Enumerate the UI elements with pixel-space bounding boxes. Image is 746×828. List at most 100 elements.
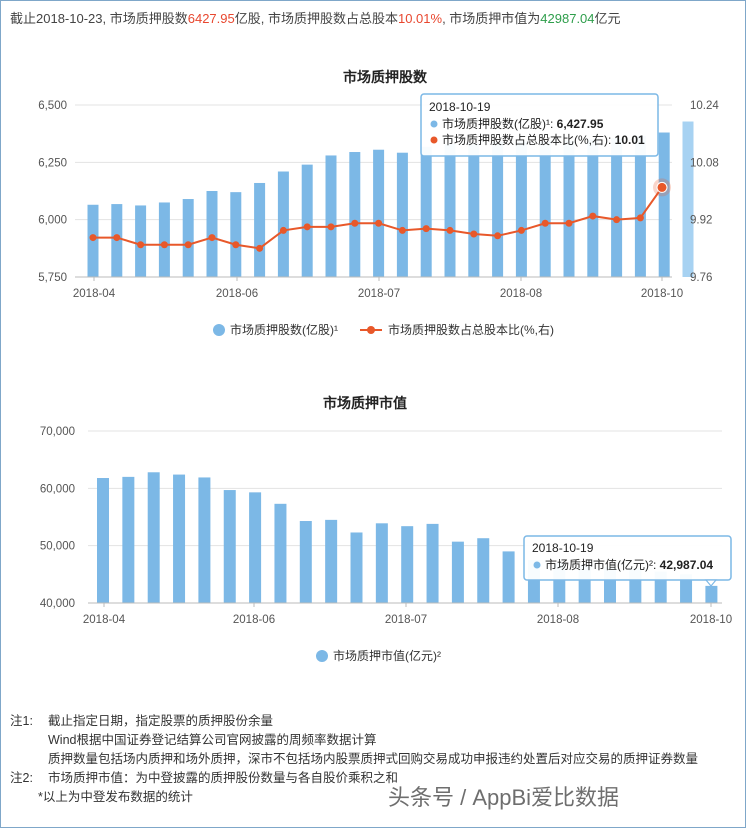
- chart1-bar: [135, 205, 147, 277]
- chart1-legend[interactable]: 市场质押股数(亿股)¹ 市场质押股数占总股本比(%,右): [213, 322, 554, 337]
- chart1-bar: [396, 152, 408, 277]
- chart1-line-point: [422, 225, 430, 233]
- chart2-bar: [350, 532, 363, 603]
- summary-suffix: 亿元: [594, 11, 621, 26]
- summary-value: 42987.04: [540, 11, 595, 26]
- chart1-bar: [515, 141, 527, 277]
- chart1-line-point: [256, 244, 264, 252]
- chart2-bar: [705, 585, 718, 603]
- chart2-bar: [274, 503, 287, 603]
- chart1-bar: [420, 146, 432, 277]
- chart1-x-tick: 2018-07: [358, 288, 400, 300]
- chart2-y-tick: 50,000: [40, 541, 75, 553]
- note2-label: 注2:: [10, 771, 33, 785]
- chart1-y-tick: 6,000: [38, 215, 67, 227]
- chart1-bar: [682, 121, 694, 277]
- chart1-y2-tick: 9.92: [690, 215, 712, 227]
- chart1-line-point: [303, 223, 311, 231]
- chart1-bar: [230, 192, 242, 277]
- chart2-x-tick: 2018-10: [690, 614, 732, 626]
- chart1-tooltip: 2018-10-19 市场质押股数(亿股)¹: 6,427.95 市场质押股数占…: [420, 93, 659, 157]
- note2-line1: 市场质押市值：为中登披露的质押股份数量与各自股价乘积之和: [48, 771, 399, 785]
- chart1-line-point: [208, 234, 216, 242]
- chart1-x-tick: 2018-04: [73, 288, 116, 300]
- chart1-line-point: [656, 181, 668, 193]
- legend-bar-label[interactable]: 市场质押股数(亿股)¹: [230, 322, 338, 337]
- chart1-bar: [492, 141, 504, 277]
- chart1-x-tick: 2018-10: [641, 288, 683, 300]
- pledged-value-chart[interactable]: 市场质押市值 40,000 50,000 60,000 70,000 2018-04 20…: [0, 0, 746, 700]
- chart2-bar: [680, 574, 693, 603]
- chart2-legend[interactable]: 市场质押市值(亿元)²: [316, 648, 441, 663]
- summary-ratio: 10.01%: [397, 11, 443, 26]
- chart2-tooltip-row1: 市场质押市值(亿元)²: 42,987.04: [545, 557, 713, 572]
- chart1-tooltip-row2: 市场质押股数占总股本比(%,右): 10.01: [442, 132, 645, 147]
- chart1-line-point: [398, 226, 406, 234]
- summary-line: 截止2018-10-23, 市场质押股数6427.95亿股, 市场质押股数占总股…: [10, 8, 621, 27]
- chart2-tooltip: 2018-10-19 市场质押市值(亿元)²: 42,987.04: [523, 535, 732, 587]
- chart1-line-point: [327, 223, 335, 231]
- chart2-bar: [426, 523, 439, 603]
- chart2-bar: [375, 523, 388, 603]
- chart1-bar: [182, 199, 194, 277]
- legend2-bar-marker[interactable]: [316, 650, 328, 662]
- chart1-line-point: [541, 219, 549, 227]
- chart1-line-point: [494, 232, 502, 240]
- chart2-bar: [173, 474, 186, 603]
- chart1-y-tick: 6,250: [38, 157, 67, 169]
- chart1-bar: [468, 142, 480, 277]
- chart1-bar: [539, 141, 551, 277]
- chart1-title: 市场质押股数: [343, 69, 428, 85]
- chart1-bar: [658, 132, 670, 277]
- chart1-line-point: [184, 241, 192, 249]
- chart1-y-tick: 6,500: [38, 100, 67, 112]
- chart1-bar: [158, 202, 170, 277]
- note1-line2: Wind根据中国证券登记结算公司官网披露的周频率数据计算: [48, 733, 377, 747]
- chart1-bar: [277, 171, 289, 277]
- chart2-bar: [223, 490, 236, 603]
- notes: 注1: 截止指定日期，指定股票的质押股份余量 Wind根据中国证券登记结算公司官网…: [10, 712, 738, 807]
- chart2-bar: [477, 538, 490, 603]
- chart2-bar: [198, 477, 211, 603]
- legend-bar-marker[interactable]: [213, 324, 225, 336]
- chart1-bar: [611, 138, 623, 277]
- chart1-bar: [254, 182, 266, 277]
- chart1-bar: [563, 140, 575, 277]
- chart2-tooltip-bar-marker: [533, 561, 541, 569]
- note1-line3: 质押数量包括场内质押和场外质押，深市不包括场内股票质押式回购交易成功申报违约处置…: [48, 752, 699, 766]
- legend-line-label[interactable]: 市场质押股数占总股本比(%,右): [388, 322, 554, 337]
- chart1-line-point: [279, 226, 287, 234]
- chart2-y-tick: 60,000: [40, 483, 75, 495]
- legend2-bar-label[interactable]: 市场质押市值(亿元)²: [333, 648, 441, 663]
- chart1-line-point: [89, 234, 97, 242]
- chart1-y2-tick: 9.76: [690, 272, 712, 284]
- note1-label: 注1:: [10, 714, 33, 728]
- chart1-y2-tick: 10.08: [690, 157, 719, 169]
- chart1-tooltip-line-marker: [430, 136, 438, 144]
- pledged-shares-chart[interactable]: 市场质押股数 5,750 6,000 6,250 6,500 9.76 9.92 10.08…: [0, 0, 746, 360]
- chart1-y-tick: 5,750: [38, 272, 67, 284]
- chart1-line-point: [517, 226, 525, 234]
- chart1-line-point: [375, 219, 383, 227]
- legend-line-dot[interactable]: [367, 326, 375, 334]
- chart2-bar: [325, 519, 338, 603]
- chart1-tooltip-bar-marker: [430, 120, 438, 128]
- chart1-line-point: [470, 230, 478, 238]
- chart1-tooltip-date: 2018-10-19: [429, 100, 491, 114]
- chart2-x-tick: 2018-06: [233, 614, 275, 626]
- chart2-bar: [249, 492, 262, 603]
- chart1-bar: [444, 143, 456, 277]
- summary-mid2: , 市场质押市值为: [442, 11, 541, 26]
- chart1-line-point: [113, 234, 121, 242]
- chart2-y-tick: 40,000: [40, 598, 75, 610]
- chart1-bar: [373, 149, 385, 277]
- chart1-line-point: [446, 226, 454, 234]
- chart1-tooltip-row1: 市场质押股数(亿股)¹: 6,427.95: [442, 116, 604, 131]
- chart2-bar: [97, 478, 109, 603]
- chart1-line-point: [613, 216, 621, 224]
- chart1-bar: [325, 155, 337, 277]
- chart2-bar: [122, 476, 135, 603]
- chart1-line-point: [589, 212, 597, 220]
- note3: *以上为中登发布数据的统计: [38, 790, 193, 804]
- chart1-bar: [301, 164, 313, 277]
